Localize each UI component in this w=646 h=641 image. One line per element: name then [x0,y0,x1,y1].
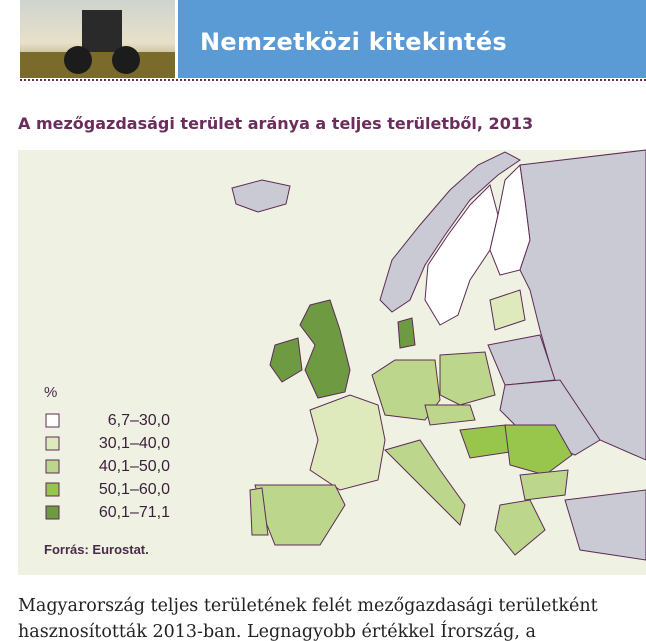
legend-swatch [45,505,60,520]
baltics [489,289,526,331]
greece [494,499,546,556]
denmark [397,317,416,349]
czechia [424,404,476,426]
header-title: Nemzetközi kitekintés [200,28,507,56]
header-bar [178,0,646,78]
legend-label: 6,7–30,0 [107,412,170,429]
field [20,52,175,78]
legend-label: 60,1–71,1 [98,504,170,521]
romania [504,424,573,476]
source: Forrás: Eurostat. [44,542,149,557]
france [309,394,386,491]
wheel [112,46,140,74]
uk [299,299,351,399]
body-line: Magyarország teljes területének felét me… [18,596,598,616]
legend-unit: % [44,384,58,401]
legend-boxes [45,413,60,520]
norway [379,151,521,313]
ukraine [499,379,601,456]
portugal [249,487,269,536]
ireland [269,337,303,383]
body-line: hasznosították 2013-ban. Legnagyobb érté… [18,622,536,641]
legend-swatch [45,459,60,474]
turkey [564,489,646,561]
legend-label: 50,1–60,0 [98,481,170,498]
russia [519,149,646,461]
legend-swatch [45,413,60,428]
poland [439,351,496,406]
legend-swatch [45,482,60,497]
iceland [231,179,291,213]
legend-label: 40,1–50,0 [98,458,170,475]
bulgaria [519,469,569,501]
map [231,149,646,561]
map-title: A mezőgazdasági terület aránya a teljes … [18,114,534,133]
italy [384,439,466,526]
legend-label: 30,1–40,0 [98,435,170,452]
germany [371,359,441,421]
legend-swatch [45,436,60,451]
tractor [82,10,122,52]
wheel [64,46,92,74]
